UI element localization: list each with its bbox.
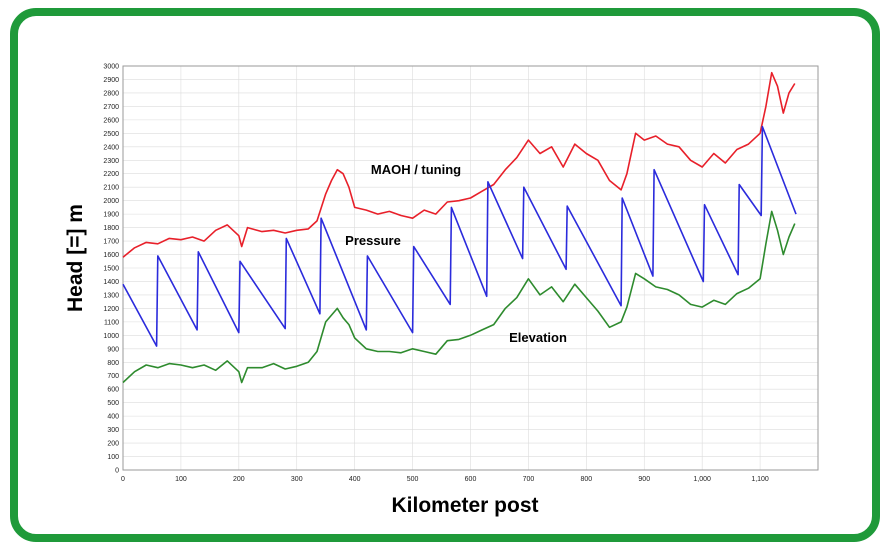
y-tick-label: 2800 <box>103 90 119 97</box>
y-tick-label: 1300 <box>103 292 119 299</box>
series-label-maoh-tuning: MAOH / tuning <box>371 162 461 177</box>
series-lines <box>122 71 797 384</box>
y-tick-label: 600 <box>107 387 119 394</box>
y-tick-label: 1400 <box>103 279 119 286</box>
x-axis-title: Kilometer post <box>391 494 538 517</box>
y-tick-label: 2100 <box>103 185 119 192</box>
y-tick-label: 900 <box>107 346 119 353</box>
series-line-elevation <box>122 210 796 384</box>
y-tick-label: 1900 <box>103 212 119 219</box>
series-line-maoh-tuning <box>122 71 796 258</box>
x-tick-label: 600 <box>465 476 477 483</box>
x-tick-label: 1,000 <box>693 476 711 483</box>
y-axis-ticks: 0 100 200 300 400 500 600 700 800 900 1000 1100 1200… <box>103 64 119 475</box>
y-tick-label: 2200 <box>103 171 119 178</box>
y-tick-label: 2400 <box>103 144 119 151</box>
series-label-elevation: Elevation <box>509 330 567 345</box>
series-line-pressure <box>122 125 797 347</box>
y-tick-label: 100 <box>107 454 119 461</box>
y-tick-label: 2500 <box>103 131 119 138</box>
y-tick-label: 800 <box>107 360 119 367</box>
series-labels: MAOH / tuning Pressure Elevation <box>345 162 567 345</box>
y-tick-label: 500 <box>107 400 119 407</box>
y-tick-label: 2300 <box>103 158 119 165</box>
x-tick-label: 400 <box>349 476 361 483</box>
x-tick-label: 700 <box>523 476 535 483</box>
y-tick-label: 1500 <box>103 266 119 273</box>
y-tick-label: 2600 <box>103 117 119 124</box>
y-tick-label: 1700 <box>103 239 119 246</box>
y-tick-label: 700 <box>107 373 119 380</box>
x-tick-label: 1,100 <box>751 476 769 483</box>
y-tick-label: 1800 <box>103 225 119 232</box>
y-tick-label: 400 <box>107 414 119 421</box>
chart-frame <box>10 8 880 542</box>
grid <box>122 65 818 471</box>
series-label-pressure: Pressure <box>345 233 401 248</box>
x-tick-label: 200 <box>233 476 245 483</box>
y-tick-label: 1000 <box>103 333 119 340</box>
y-axis-title: Head [=] m <box>64 204 87 312</box>
x-tick-label: 900 <box>638 476 650 483</box>
x-tick-label: 100 <box>175 476 187 483</box>
y-tick-label: 1100 <box>104 319 119 326</box>
y-tick-label: 200 <box>107 441 119 448</box>
x-tick-label: 300 <box>291 476 303 483</box>
x-axis-ticks: 0 100 200 300 400 500 600 700 800 900 1,000 1,100 <box>121 476 769 483</box>
y-tick-label: 2900 <box>103 77 119 84</box>
plot-area <box>122 65 819 471</box>
x-tick-label: 800 <box>580 476 592 483</box>
x-tick-label: 500 <box>407 476 419 483</box>
y-tick-label: 2700 <box>103 104 119 111</box>
y-tick-label: 0 <box>115 468 119 475</box>
x-tick-label: 0 <box>121 476 125 483</box>
y-tick-label: 3000 <box>103 64 119 71</box>
y-tick-label: 2000 <box>103 198 119 205</box>
y-tick-label: 300 <box>107 427 119 434</box>
y-tick-label: 1600 <box>103 252 119 259</box>
y-tick-label: 1200 <box>103 306 119 313</box>
